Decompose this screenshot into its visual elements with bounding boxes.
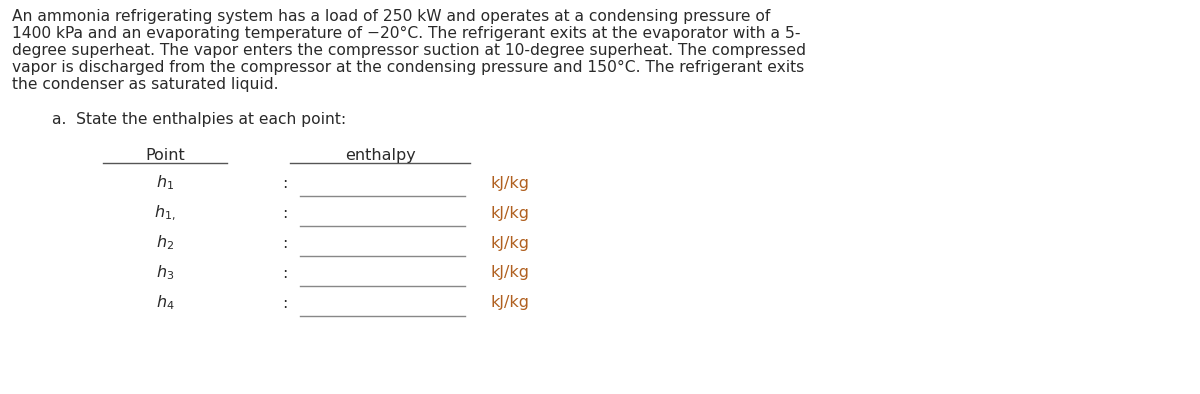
Text: $h_4$: $h_4$	[156, 294, 174, 312]
Text: :: :	[282, 236, 288, 251]
Text: $h_1$: $h_1$	[156, 174, 174, 192]
Text: the condenser as saturated liquid.: the condenser as saturated liquid.	[12, 77, 278, 92]
Text: kJ/kg: kJ/kg	[490, 296, 529, 310]
Text: kJ/kg: kJ/kg	[490, 206, 529, 221]
Text: :: :	[282, 175, 288, 191]
Text: :: :	[282, 266, 288, 281]
Text: kJ/kg: kJ/kg	[490, 236, 529, 251]
Text: Point: Point	[145, 148, 185, 163]
Text: a.  State the enthalpies at each point:: a. State the enthalpies at each point:	[52, 112, 346, 127]
Text: 1400 kPa and an evaporating temperature of −20°C. The refrigerant exits at the e: 1400 kPa and an evaporating temperature …	[12, 26, 800, 41]
Text: An ammonia refrigerating system has a load of 250 kW and operates at a condensin: An ammonia refrigerating system has a lo…	[12, 9, 770, 24]
Text: kJ/kg: kJ/kg	[490, 266, 529, 281]
Text: vapor is discharged from the compressor at the condensing pressure and 150°C. Th: vapor is discharged from the compressor …	[12, 60, 804, 75]
Text: :: :	[282, 206, 288, 221]
Text: enthalpy: enthalpy	[344, 148, 415, 163]
Text: :: :	[282, 296, 288, 310]
Text: $h_3$: $h_3$	[156, 264, 174, 282]
Text: degree superheat. The vapor enters the compressor suction at 10-degree superheat: degree superheat. The vapor enters the c…	[12, 43, 806, 58]
Text: kJ/kg: kJ/kg	[490, 175, 529, 191]
Text: $h_2$: $h_2$	[156, 234, 174, 252]
Text: $h_{1,}$: $h_{1,}$	[154, 203, 176, 223]
